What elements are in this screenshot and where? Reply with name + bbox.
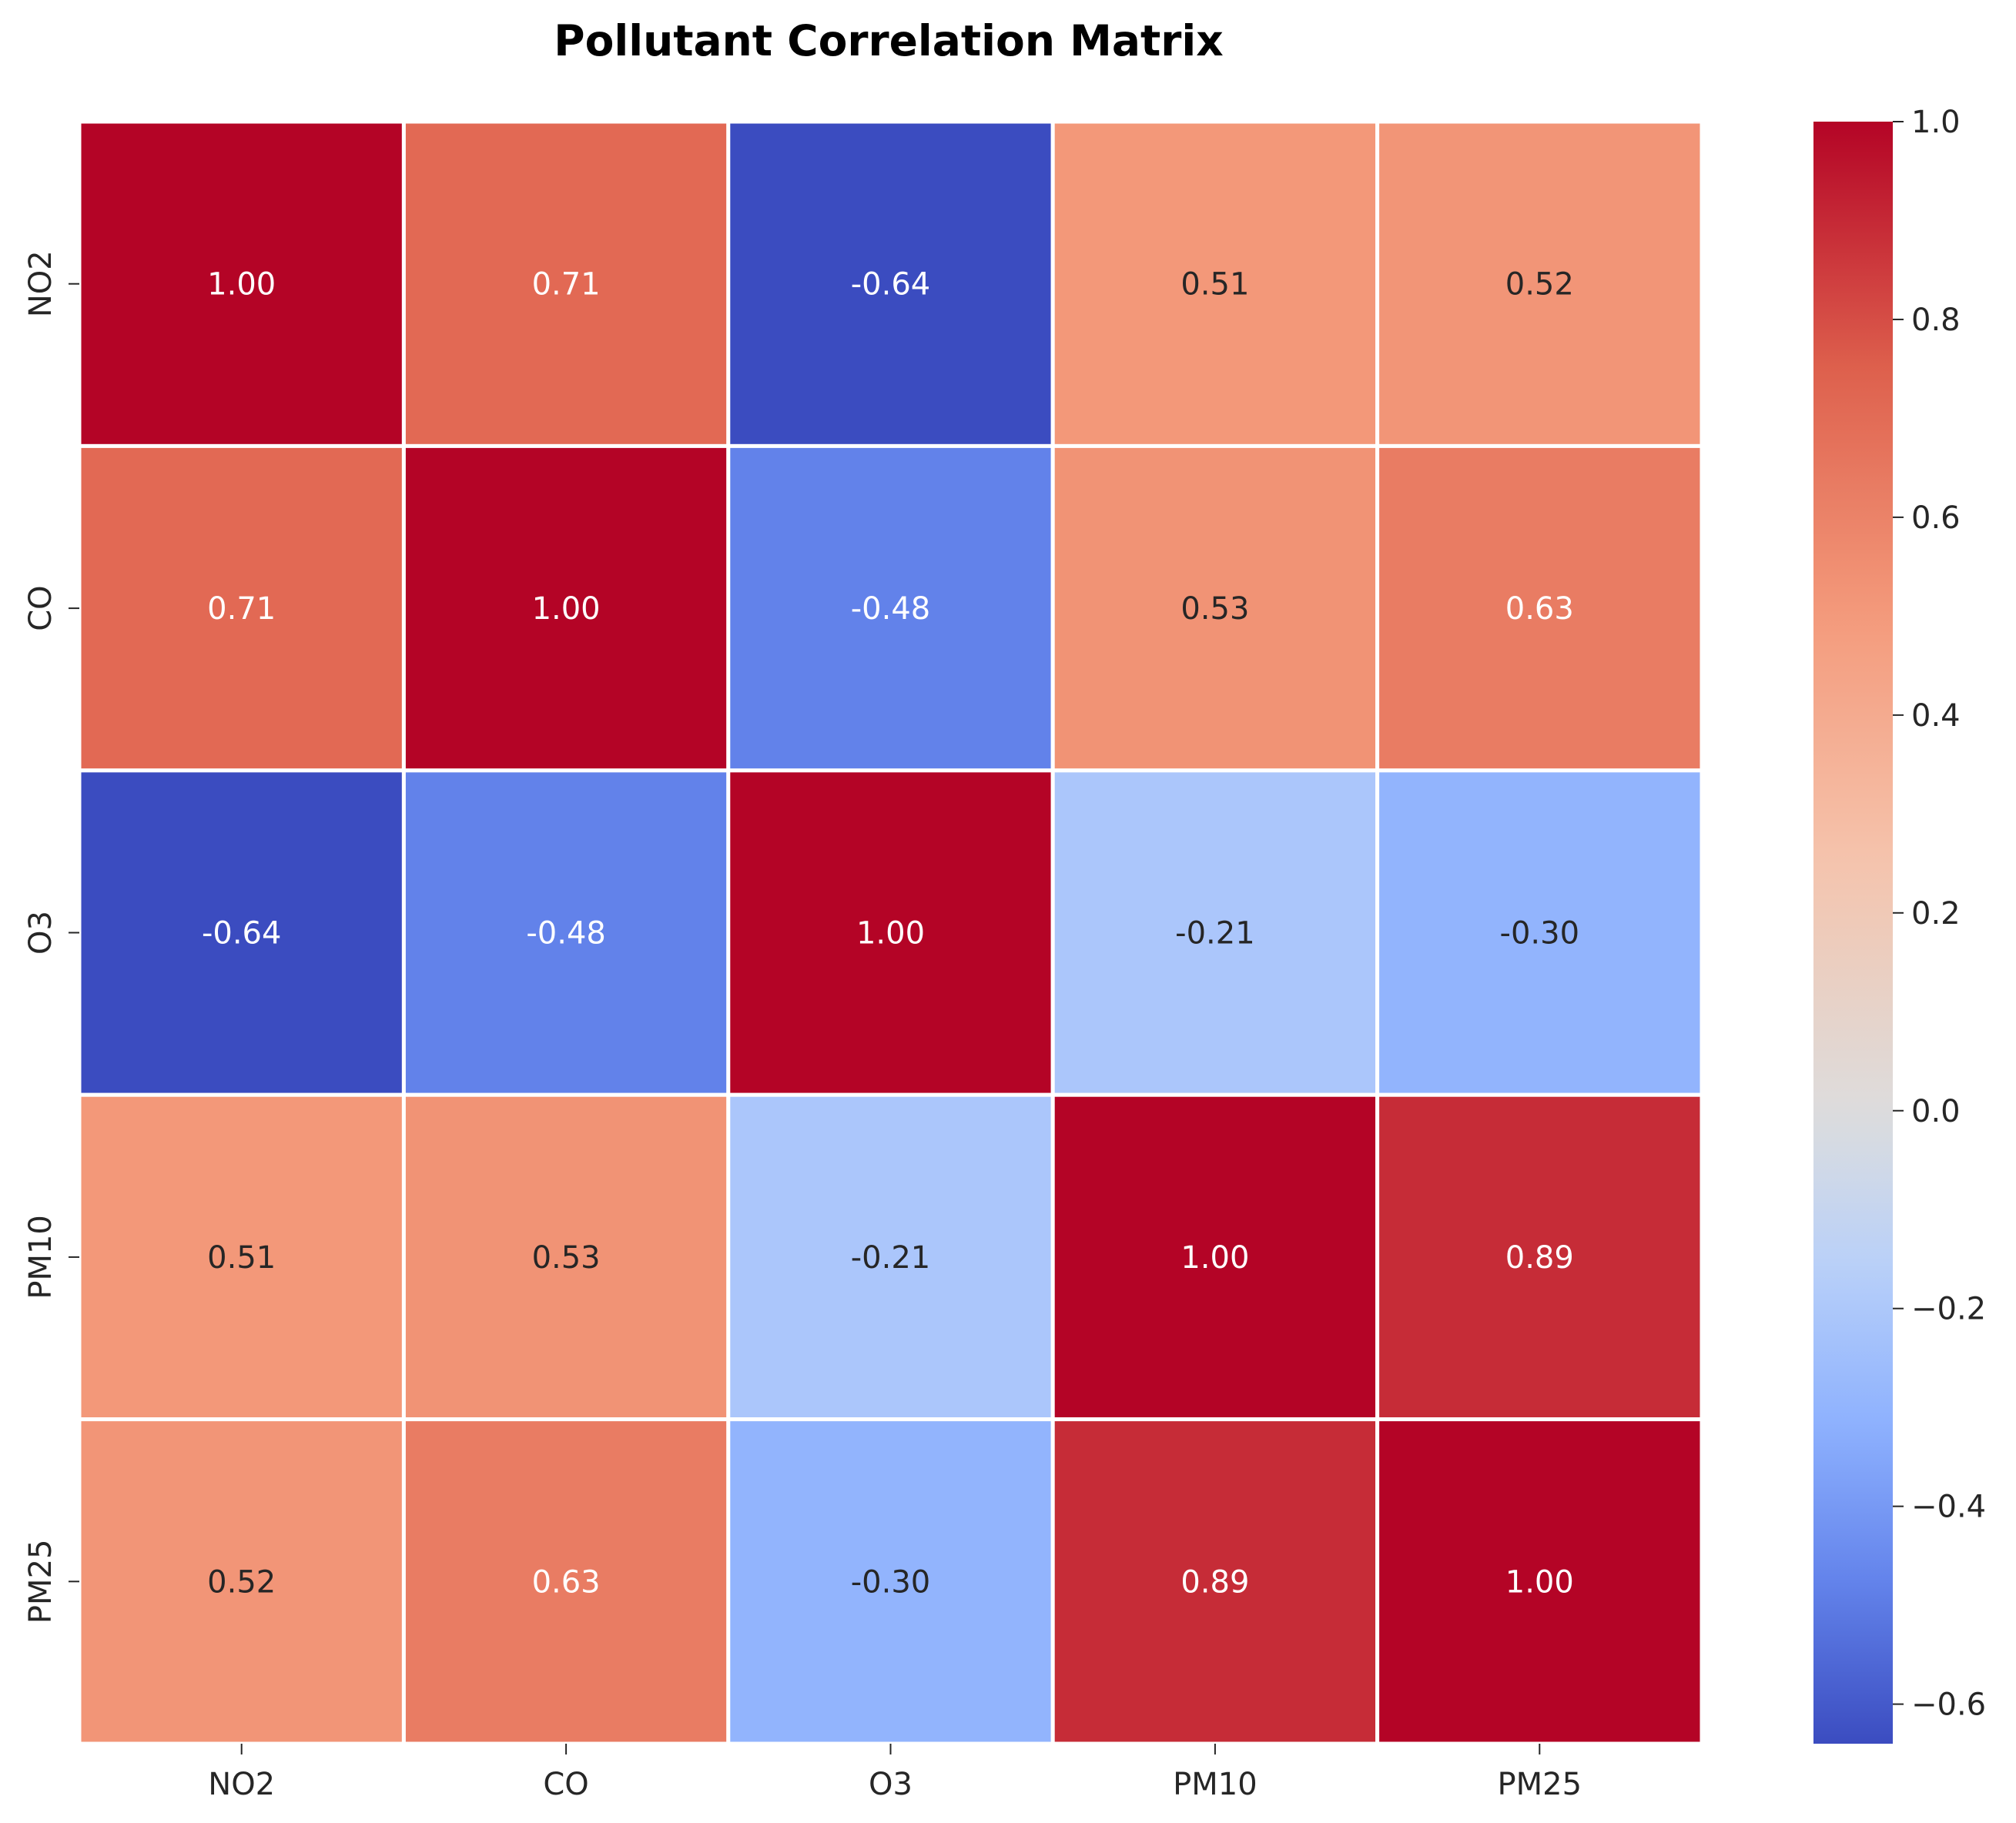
cell-value-label: 0.71 — [207, 591, 276, 627]
heatmap-cell-PM25-NO2 — [77, 1417, 406, 1746]
colorbar-tick-label: −0.4 — [1911, 1490, 1986, 1525]
heatmap-cell-PM25-O3 — [726, 1417, 1055, 1746]
cell-value-label: 0.71 — [532, 267, 601, 303]
cell-value-label: 1.00 — [856, 916, 925, 952]
cell-value-label: -0.30 — [1500, 916, 1580, 952]
cell-value-label: 0.51 — [207, 1240, 276, 1276]
x-axis: NO2 CO O3 PM10 PM25 — [208, 1744, 1582, 1802]
cell-value-label: 0.53 — [1180, 591, 1249, 627]
heatmap-grid: 1.00 0.71 -0.64 0.51 0.52 0.71 1.00 -0.48 0.53 0.… — [77, 119, 1704, 1746]
heatmap-cell-O3-PM10 — [1050, 768, 1380, 1097]
colorbar-tick-label: −0.2 — [1911, 1292, 1986, 1327]
y-tick-label-PM25: PM25 — [23, 1540, 59, 1624]
colorbar-tick-label: 0.6 — [1911, 500, 1961, 536]
cell-value-label: -0.48 — [851, 591, 931, 627]
cell-value-label: -0.21 — [851, 1240, 931, 1276]
cell-value-label: 0.89 — [1505, 1240, 1574, 1276]
cell-value-label: 1.00 — [1180, 1240, 1249, 1276]
heatmap-cell-PM25-CO — [401, 1417, 731, 1746]
cell-value-label: -0.64 — [851, 267, 931, 303]
colorbar-tick-label: −0.6 — [1911, 1688, 1986, 1723]
heatmap-cell-PM25-PM25 — [1375, 1417, 1704, 1746]
heatmap-cell-NO2-O3 — [726, 119, 1055, 448]
cell-value-label: -0.64 — [202, 916, 282, 952]
heatmap-cell-NO2-PM10 — [1050, 119, 1380, 448]
heatmap-cell-NO2-PM25 — [1375, 119, 1704, 448]
heatmap-cell-CO-PM25 — [1375, 443, 1704, 773]
heatmap-cell-O3-O3 — [726, 768, 1055, 1097]
heatmap-cell-NO2-CO — [401, 119, 731, 448]
cell-value-label: 0.89 — [1180, 1564, 1249, 1600]
heatmap-cell-CO-NO2 — [77, 443, 406, 773]
heatmap-cell-PM10-O3 — [726, 1092, 1055, 1422]
cell-value-label: -0.21 — [1175, 916, 1255, 952]
x-tick-label-NO2: NO2 — [208, 1767, 275, 1802]
cell-value-label: -0.48 — [526, 916, 606, 952]
x-tick-label-O3: O3 — [869, 1767, 913, 1802]
heatmap-cell-CO-O3 — [726, 443, 1055, 773]
x-tick-label-CO: CO — [543, 1767, 588, 1802]
cell-value-label: 0.52 — [207, 1564, 276, 1600]
cell-value-label: 0.51 — [1180, 267, 1249, 303]
y-tick-label-NO2: NO2 — [23, 250, 59, 317]
x-tick-label-PM10: PM10 — [1173, 1767, 1257, 1802]
heatmap-cell-NO2-NO2 — [77, 119, 406, 448]
cell-value-label: 1.00 — [207, 267, 276, 303]
y-tick-label-PM10: PM10 — [23, 1215, 59, 1300]
y-tick-label-CO: CO — [23, 585, 59, 631]
cell-value-label: 0.63 — [532, 1564, 601, 1600]
cell-value-label: 0.63 — [1505, 591, 1574, 627]
heatmap-cell-PM10-CO — [401, 1092, 731, 1422]
y-axis: NO2 CO O3 PM10 PM25 — [23, 250, 79, 1624]
colorbar-tick-label: 0.2 — [1911, 896, 1961, 932]
colorbar-gradient — [1813, 122, 1893, 1744]
heatmap-cell-PM10-PM25 — [1375, 1092, 1704, 1422]
colorbar-tick-label: 1.0 — [1911, 105, 1961, 140]
cell-value-label: 0.53 — [532, 1240, 601, 1276]
colorbar: 1.0 0.8 0.6 0.4 0.2 0.0 −0.2 −0.4 −0.6 — [1813, 105, 1986, 1744]
heatmap-cell-O3-PM25 — [1375, 768, 1704, 1097]
heatmap-cell-O3-CO — [401, 768, 731, 1097]
colorbar-tick-label: 0.4 — [1911, 698, 1961, 734]
cell-value-label: 1.00 — [532, 591, 601, 627]
chart-title: Pollutant Correlation Matrix — [554, 16, 1223, 65]
y-tick-label-O3: O3 — [23, 911, 59, 955]
colorbar-tick-label: 0.8 — [1911, 303, 1961, 338]
x-tick-label-PM25: PM25 — [1498, 1767, 1582, 1802]
cell-value-label: -0.30 — [851, 1564, 931, 1600]
colorbar-tick-label: 0.0 — [1911, 1094, 1961, 1129]
heatmap-cell-PM10-PM10 — [1050, 1092, 1380, 1422]
cell-value-label: 1.00 — [1505, 1564, 1574, 1600]
cell-value-label: 0.52 — [1505, 267, 1574, 303]
